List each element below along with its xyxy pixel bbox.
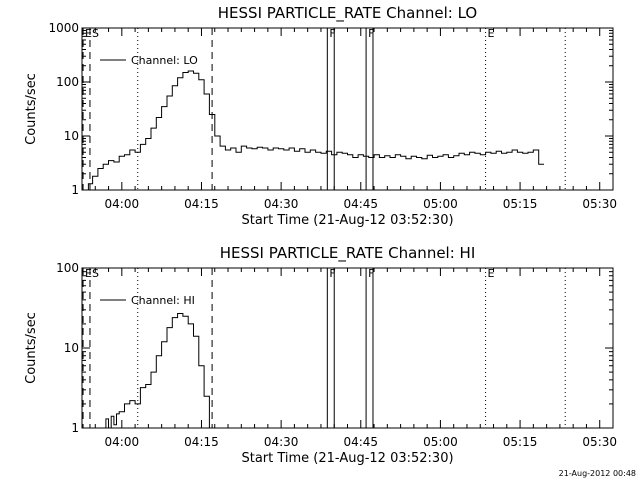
y-tick-label: 1	[71, 421, 79, 435]
y-tick-label: 1	[71, 183, 79, 197]
x-tick-label: 05:00	[423, 197, 458, 211]
x-tick-label: 04:00	[105, 435, 140, 449]
x-tick-label: 04:00	[105, 197, 140, 211]
x-tick-label: 05:30	[582, 435, 617, 449]
y-tick-label: 1000	[48, 21, 79, 35]
x-tick-label: 05:30	[582, 197, 617, 211]
event-marker-label: E	[488, 27, 495, 40]
x-tick-label: 04:45	[343, 435, 378, 449]
x-tick-label: 05:15	[503, 197, 538, 211]
footer-timestamp: 21-Aug-2012 00:48	[559, 469, 636, 478]
event-marker-label: S	[92, 27, 99, 40]
x-tick-label: 05:00	[423, 435, 458, 449]
event-marker-label: E	[85, 27, 92, 40]
panel-lo: HESSI PARTICLE_RATE Channel: LO 1 10 100 100…	[24, 4, 617, 228]
legend-label: Channel: LO	[131, 54, 198, 67]
event-marker-label: F	[368, 27, 374, 40]
y-tick-label: 100	[56, 75, 79, 89]
y-tick-label: 100	[56, 261, 79, 275]
event-marker-label: E	[488, 267, 495, 280]
y-tick-label: 10	[64, 129, 79, 143]
legend-label: Channel: HI	[131, 294, 195, 307]
y-axis-label: Counts/sec	[24, 312, 39, 384]
event-marker-label: F	[329, 267, 335, 280]
event-marker-label: S	[92, 267, 99, 280]
event-marker-label: E	[85, 267, 92, 280]
y-axis-label: Counts/sec	[24, 73, 39, 145]
series-line	[84, 70, 544, 191]
chart-title: HESSI PARTICLE_RATE Channel: HI	[220, 244, 476, 263]
x-axis-label: Start Time (21-Aug-12 03:52:30)	[241, 213, 453, 228]
x-tick-label: 04:45	[343, 197, 378, 211]
x-axis-label: Start Time (21-Aug-12 03:52:30)	[241, 451, 453, 466]
x-tick-label: 04:15	[184, 435, 219, 449]
y-tick-label: 10	[64, 341, 79, 355]
x-tick-label: 05:15	[503, 435, 538, 449]
event-marker-label: F	[368, 267, 374, 280]
x-tick-label: 04:30	[264, 435, 299, 449]
chart-title: HESSI PARTICLE_RATE Channel: LO	[218, 4, 477, 23]
x-tick-label: 04:15	[184, 197, 219, 211]
event-marker-label: F	[329, 27, 335, 40]
series-line	[100, 313, 215, 429]
panel-hi: HESSI PARTICLE_RATE Channel: HI 1 10 100 04:…	[24, 244, 617, 466]
x-tick-label: 04:30	[264, 197, 299, 211]
